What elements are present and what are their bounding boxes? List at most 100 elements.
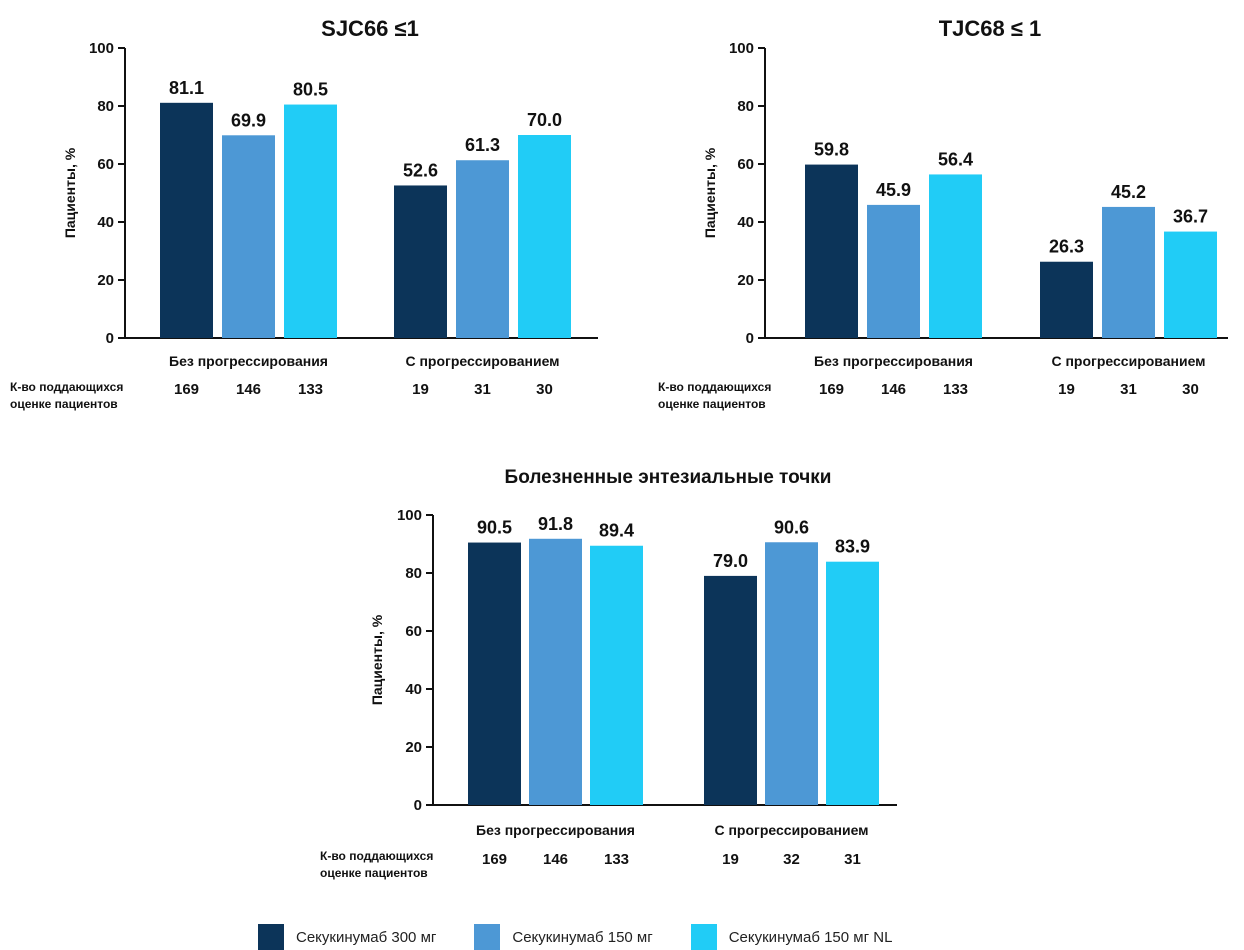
enth-n-label-line1: К-во поддающихся xyxy=(320,849,433,863)
tjc68-patient-count: 19 xyxy=(1058,381,1075,398)
enth-patient-count: 31 xyxy=(844,851,861,868)
sjc66-patient-count: 31 xyxy=(474,381,491,398)
enth-data-label: 90.5 xyxy=(477,518,512,538)
tjc68-n-label-line2: оценке пациентов xyxy=(658,397,766,411)
enth-title: Болезненные энтезиальные точки xyxy=(505,467,832,488)
enth-y-tick-label: 60 xyxy=(405,623,422,640)
tjc68-n-label-line1: К-во поддающихся xyxy=(658,380,771,394)
enth-y-tick-label: 0 xyxy=(414,797,422,814)
tjc68-category-label: Без прогрессирования xyxy=(814,353,973,369)
chart-tjc68: TJC68 ≤ 1 Пациенты, % 0 20 40 60 80 100 Без прог… xyxy=(620,0,1244,440)
enth-data-label: 91.8 xyxy=(538,514,573,534)
enth-n-label-line2: оценке пациентов xyxy=(320,866,428,880)
legend-label-150: Секукинумаб 150 мг xyxy=(512,928,653,946)
enth-patient-count: 133 xyxy=(604,851,629,868)
tjc68-y-tick-label: 20 xyxy=(737,272,754,289)
tjc68-data-label: 36.7 xyxy=(1173,207,1208,227)
enth-patient-count: 19 xyxy=(722,851,739,868)
sjc66-category-label: Без прогрессирования xyxy=(169,353,328,369)
chart-enthesitis: Болезненные энтезиальные точки Пациенты, … xyxy=(300,450,960,900)
sjc66-patient-count: 146 xyxy=(236,381,261,398)
tjc68-patient-count: 30 xyxy=(1182,381,1199,398)
enth-y-tick-label: 100 xyxy=(397,507,422,524)
sjc66-patient-count: 30 xyxy=(536,381,553,398)
tjc68-bar xyxy=(1102,206,1155,338)
chart-legend: Секукинумаб 300 мг Секукинумаб 150 мг Се… xyxy=(258,924,930,950)
sjc66-title: SJC66 ≤1 xyxy=(321,16,419,41)
legend-item-150nl: Секукинумаб 150 мг NL xyxy=(690,924,893,950)
tjc68-bar xyxy=(1164,231,1217,338)
sjc66-bar xyxy=(284,104,337,338)
tjc68-patient-count: 31 xyxy=(1120,381,1137,398)
sjc66-data-label: 80.5 xyxy=(293,80,328,100)
sjc66-n-label-line1: К-во поддающихся xyxy=(10,380,123,394)
enth-y-tick-label: 20 xyxy=(405,739,422,756)
enth-data-label: 89.4 xyxy=(599,521,634,541)
sjc66-y-tick-label: 100 xyxy=(89,40,114,57)
legend-swatch-300 xyxy=(258,924,284,950)
sjc66-data-label: 70.0 xyxy=(527,110,562,130)
tjc68-data-label: 45.2 xyxy=(1111,182,1146,202)
enth-y-tick-label: 80 xyxy=(405,565,422,582)
tjc68-bar xyxy=(1040,261,1093,338)
legend-label-300: Секукинумаб 300 мг xyxy=(296,928,437,946)
enth-patient-count: 169 xyxy=(482,851,507,868)
tjc68-data-label: 56.4 xyxy=(938,149,973,169)
tjc68-patient-count: 169 xyxy=(819,381,844,398)
enth-y-tick-label: 40 xyxy=(405,681,422,698)
tjc68-bar xyxy=(929,174,982,338)
legend-swatch-150 xyxy=(474,924,501,950)
legend-item-150: Секукинумаб 150 мг xyxy=(474,924,653,950)
enth-category-label: С прогрессированием xyxy=(714,822,868,838)
sjc66-patient-count: 19 xyxy=(412,381,429,398)
chart-tjc68-svg: TJC68 ≤ 1 Пациенты, % 0 20 40 60 80 100 Без прог… xyxy=(658,16,1228,411)
legend-swatch-150nl xyxy=(690,924,717,950)
tjc68-bar xyxy=(805,164,858,338)
tjc68-data-label: 45.9 xyxy=(876,180,911,200)
enth-bar xyxy=(704,575,757,805)
tjc68-y-tick-label: 80 xyxy=(737,98,754,115)
tjc68-category-label: С прогрессированием xyxy=(1051,353,1205,369)
sjc66-bar xyxy=(394,185,447,338)
tjc68-y-tick-label: 40 xyxy=(737,214,754,231)
tjc68-y-tick-label: 0 xyxy=(746,330,754,347)
chart-sjc66-svg: SJC66 ≤1 Пациенты, % 0 20 40 60 80 100 Без прогр… xyxy=(10,16,598,411)
enth-data-label: 83.9 xyxy=(835,537,870,557)
enth-bar xyxy=(826,561,879,805)
enth-bar xyxy=(590,545,643,805)
tjc68-data-label: 59.8 xyxy=(814,140,849,160)
tjc68-y-axis-label: Пациенты, % xyxy=(702,147,718,238)
sjc66-n-label-line2: оценке пациентов xyxy=(10,397,118,411)
sjc66-patient-count: 133 xyxy=(298,381,323,398)
enth-data-label: 90.6 xyxy=(774,517,809,537)
sjc66-category-label: С прогрессированием xyxy=(405,353,559,369)
tjc68-y-tick-label: 100 xyxy=(729,40,754,57)
legend-item-300: Секукинумаб 300 мг xyxy=(258,924,436,950)
sjc66-bar xyxy=(456,160,509,338)
chart-sjc66: SJC66 ≤1 Пациенты, % 0 20 40 60 80 100 Без прогр… xyxy=(0,0,620,440)
enth-bar xyxy=(529,538,582,805)
sjc66-y-tick-label: 80 xyxy=(97,98,114,115)
sjc66-bar xyxy=(222,135,275,338)
sjc66-patient-count: 169 xyxy=(174,381,199,398)
sjc66-y-tick-label: 60 xyxy=(97,156,114,173)
sjc66-y-tick-label: 20 xyxy=(97,272,114,289)
enth-category-label: Без прогрессирования xyxy=(476,822,635,838)
enth-y-axis-label: Пациенты, % xyxy=(369,614,385,705)
sjc66-data-label: 81.1 xyxy=(169,78,204,98)
legend-label-150nl: Секукинумаб 150 мг NL xyxy=(728,928,893,946)
tjc68-patient-count: 133 xyxy=(943,381,968,398)
tjc68-patient-count: 146 xyxy=(881,381,906,398)
enth-bar xyxy=(468,542,521,805)
enth-patient-count: 32 xyxy=(783,851,800,868)
enth-patient-count: 146 xyxy=(543,851,568,868)
sjc66-y-tick-label: 40 xyxy=(97,214,114,231)
sjc66-data-label: 69.9 xyxy=(231,110,266,130)
enth-bar xyxy=(765,542,818,805)
sjc66-bar xyxy=(160,102,213,338)
tjc68-bar xyxy=(867,204,920,338)
sjc66-data-label: 61.3 xyxy=(465,135,500,155)
sjc66-y-axis-label: Пациенты, % xyxy=(62,147,78,238)
sjc66-y-tick-label: 0 xyxy=(106,330,114,347)
sjc66-data-label: 52.6 xyxy=(403,160,438,180)
